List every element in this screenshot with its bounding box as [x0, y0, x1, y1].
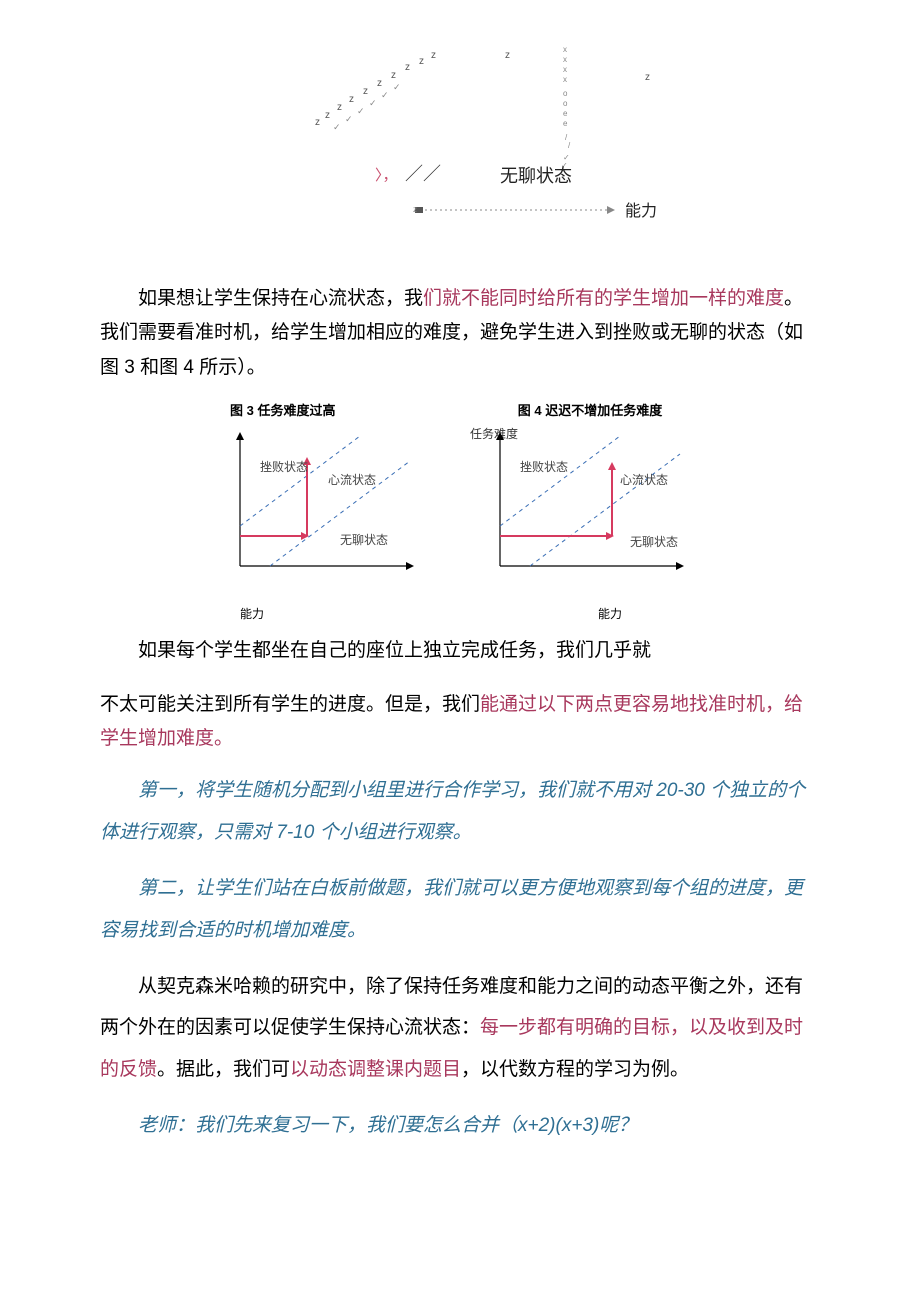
svg-text:o: o	[563, 89, 568, 98]
paragraph-intro: 如果想让学生保持在心流状态，我们就不能同时给所有的学生增加一样的难度。我们需要看…	[100, 282, 820, 385]
fig3-xlabel: 能力	[200, 604, 460, 626]
para3-hl2: 以动态调整课内题目	[290, 1059, 461, 1080]
svg-text:z: z	[377, 78, 382, 89]
boredom-label-top: 无聊状态	[500, 166, 572, 186]
svg-text:e: e	[563, 109, 568, 118]
after-figure-line: 如果每个学生都坐在自己的座位上独立完成任务，我们几乎就	[100, 634, 820, 668]
svg-text:✓: ✓	[369, 98, 377, 108]
figure-row: 图 3 任务难度过高 挫败状态 心流状态 无聊状态	[100, 399, 820, 599]
para3-suffix: ，以代数方程的学习为例。	[461, 1059, 689, 1080]
para2-prefix: 不太可能关注到所有学生的进度。但是，我们	[100, 694, 480, 715]
paragraph-3: 从契克森米哈赖的研究中，除了保持任务难度和能力之间的动态平衡之外，还有两个外在的…	[100, 966, 820, 1091]
document-page: zz zz zz zz zz z z ✓✓ ✓✓ ✓✓ xx xx oo ee …	[0, 0, 920, 1241]
para1-prefix: 如果想让学生保持在心流状态，我	[138, 288, 423, 309]
ability-label-top: 能力	[625, 202, 657, 220]
svg-text:z: z	[419, 56, 424, 67]
fig4-xlabel: 能力	[500, 604, 720, 626]
svg-text:x: x	[563, 55, 567, 64]
tiny-prefix: 〉，	[375, 167, 398, 184]
svg-text:z: z	[431, 50, 436, 61]
fig3-caption: 图 3 任务难度过高	[210, 399, 430, 422]
svg-text:z: z	[325, 110, 330, 121]
svg-text:✓: ✓	[333, 122, 341, 132]
svg-text:o: o	[563, 99, 568, 108]
tiny-slashes: ／／	[405, 164, 441, 184]
svg-text:z: z	[413, 205, 417, 214]
svg-text:✓: ✓	[357, 106, 365, 116]
svg-text:z: z	[645, 72, 650, 83]
svg-text:心流状态: 心流状态	[328, 473, 376, 487]
svg-text:无聊状态: 无聊状态	[340, 533, 388, 547]
svg-text:无聊状态: 无聊状态	[630, 535, 678, 549]
fig3-svg: 挫败状态 心流状态 无聊状态	[210, 426, 430, 586]
svg-text:x: x	[563, 65, 567, 74]
paragraph-2: 不太可能关注到所有学生的进度。但是，我们能通过以下两点更容易地找准时机，给学生增…	[100, 688, 820, 756]
svg-text:x: x	[563, 75, 567, 84]
svg-text:z: z	[405, 62, 410, 73]
para1-highlight: 们就不能同时给所有的学生增加一样的难度	[423, 288, 784, 309]
svg-text:z: z	[363, 86, 368, 97]
svg-text:e: e	[563, 119, 568, 128]
svg-text:x: x	[563, 45, 567, 54]
para3-mid: 。据此，我们可	[157, 1059, 290, 1080]
svg-text:挫败状态: 挫败状态	[520, 459, 568, 474]
svg-text:z: z	[315, 117, 320, 128]
svg-text:✓: ✓	[393, 82, 401, 92]
svg-text:✓: ✓	[345, 114, 353, 124]
fig4-svg: 任务难度 挫败状态 心流状态 无聊状态	[470, 426, 710, 586]
point-2: 第二，让学生们站在白板前做题，我们就可以更方便地观察到每个组的进度，更容易找到合…	[100, 868, 820, 952]
svg-text:挫败状态: 挫败状态	[260, 459, 308, 474]
svg-text:✓: ✓	[381, 90, 389, 100]
svg-text:心流状态: 心流状态	[620, 473, 668, 487]
svg-text:z: z	[505, 50, 510, 61]
svg-text:/: /	[568, 141, 571, 150]
point-1: 第一，将学生随机分配到小组里进行合作学习，我们就不用对 20-30 个独立的个体…	[100, 770, 820, 854]
svg-text:z: z	[337, 102, 342, 113]
svg-text:任务难度: 任务难度	[470, 426, 518, 441]
figure-xlabels: 能力 能力	[100, 604, 820, 626]
top-figure-svg: zz zz zz zz zz z z ✓✓ ✓✓ ✓✓ xx xx oo ee …	[245, 40, 675, 240]
point-2-text: 第二，让学生们站在白板前做题，我们就可以更方便地观察到每个组的进度，更容易找到合…	[100, 878, 803, 941]
svg-text:z: z	[391, 70, 396, 81]
top-figure: zz zz zz zz zz z z ✓✓ ✓✓ ✓✓ xx xx oo ee …	[100, 40, 820, 252]
teacher-line-text: 老师：我们先来复习一下，我们要怎么合并（x+2)(x+3)呢？	[138, 1115, 637, 1136]
figure-4: 图 4 迟迟不增加任务难度 任务难度 挫败状态 心流状态	[470, 399, 710, 599]
figure-3: 图 3 任务难度过高 挫败状态 心流状态 无聊状态	[210, 399, 430, 599]
svg-text:z: z	[349, 94, 354, 105]
teacher-line: 老师：我们先来复习一下，我们要怎么合并（x+2)(x+3)呢？	[100, 1105, 820, 1147]
fig4-caption: 图 4 迟迟不增加任务难度	[470, 399, 710, 422]
point-1-text: 第一，将学生随机分配到小组里进行合作学习，我们就不用对 20-30 个独立的个体…	[100, 780, 805, 843]
